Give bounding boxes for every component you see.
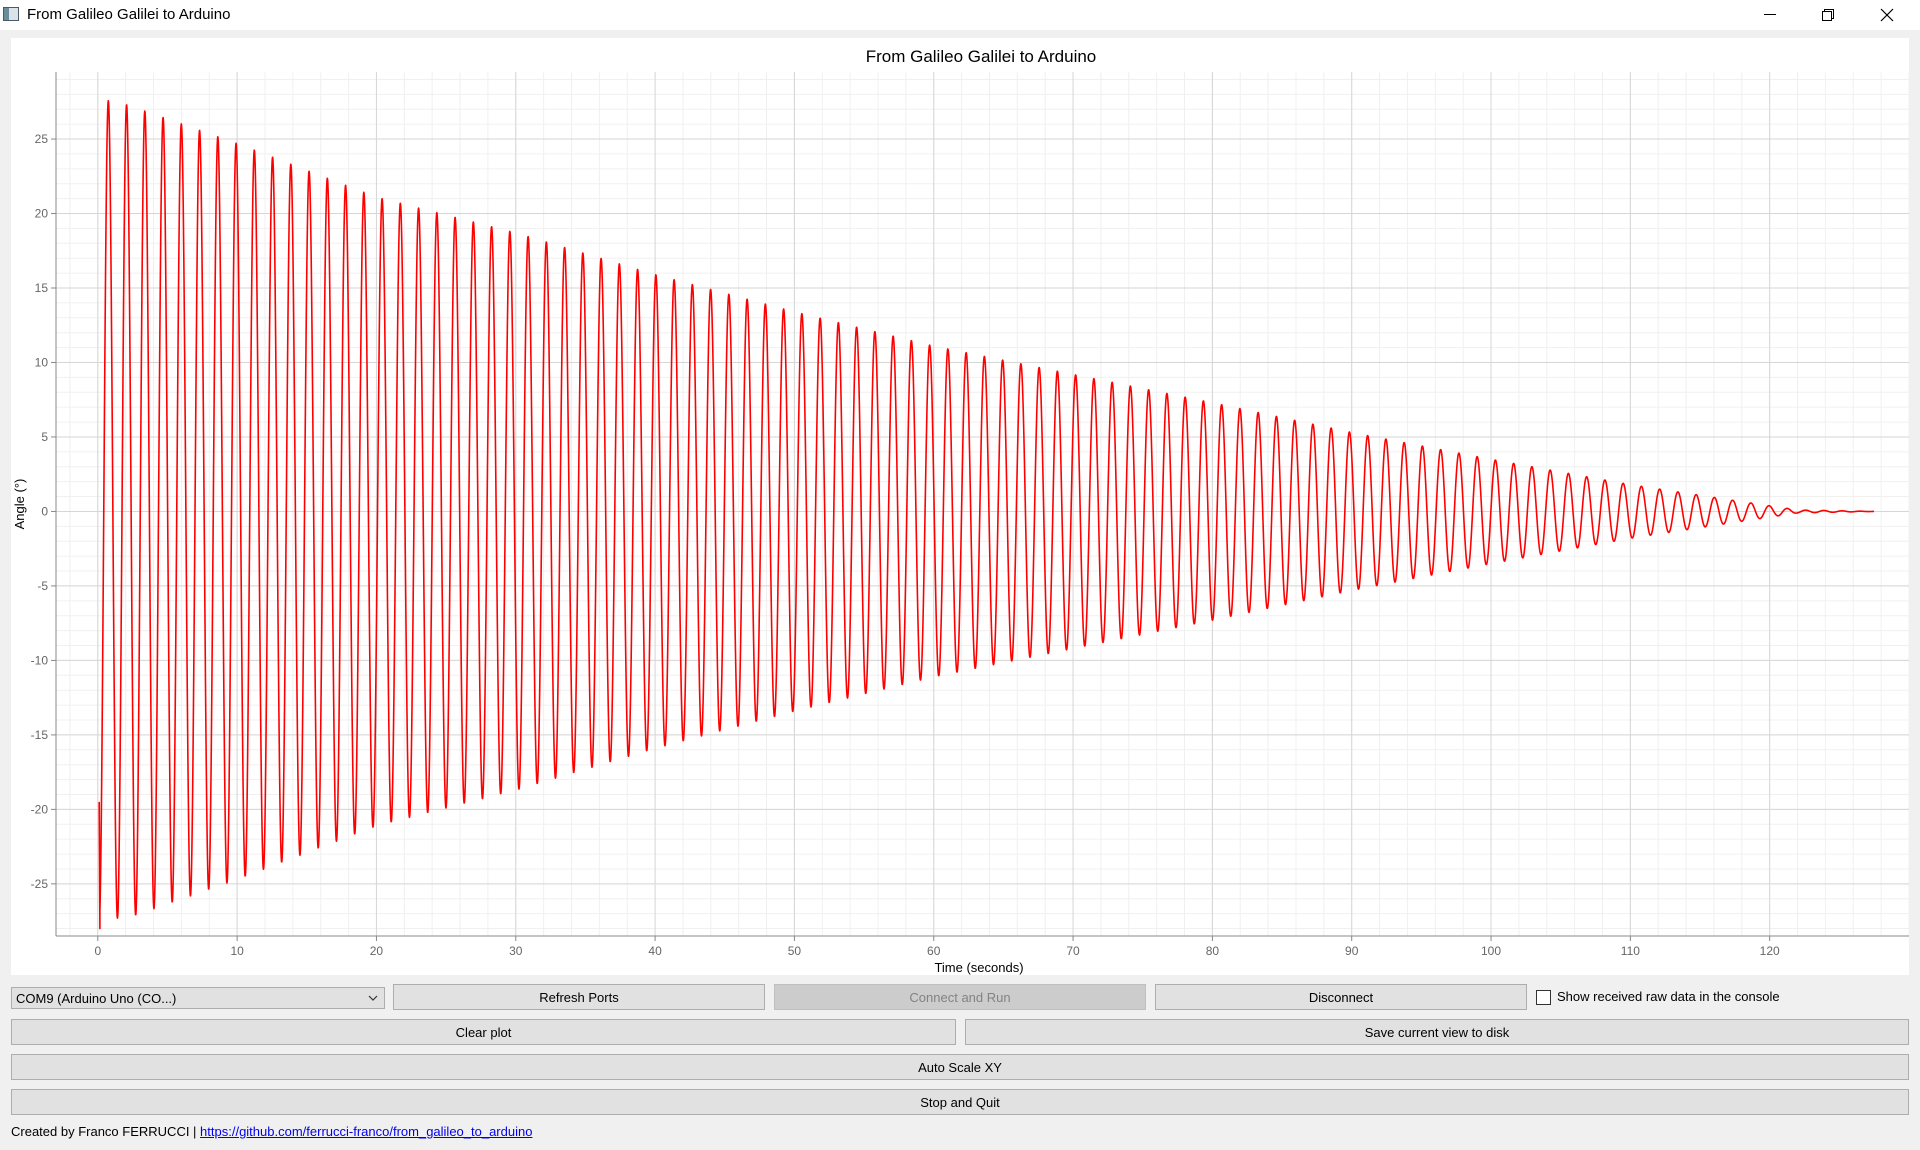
refresh-ports-button[interactable]: Refresh Ports (393, 984, 765, 1010)
show-raw-data-label: Show received raw data in the console (1557, 989, 1780, 1004)
angle-time-chart[interactable]: 0 10 20 30 40 50 60 70 80 90 100 110 120-25-20-15-10… (11, 38, 1909, 975)
axes (51, 72, 1909, 941)
x-tick-label: 20 (370, 944, 384, 958)
major-grid (56, 72, 1909, 936)
footer-credit: Created by Franco FERRUCCI | (11, 1124, 201, 1139)
chart-title: From Galileo Galilei to Arduino (866, 47, 1097, 66)
x-tick-label: 100 (1481, 944, 1501, 958)
y-tick-label: 0 (41, 504, 48, 518)
y-tick-label: -25 (31, 877, 49, 891)
restore-icon (1822, 9, 1834, 21)
x-tick-label: 110 (1621, 944, 1640, 958)
save-view-button[interactable]: Save current view to disk (965, 1019, 1909, 1045)
tick-labels: 0 10 20 30 40 50 60 70 80 90 100 110 120-25-20-15-10… (31, 132, 1780, 958)
series-line (98, 100, 1875, 930)
x-tick-label: 30 (509, 944, 523, 958)
close-icon (1880, 8, 1894, 22)
window-titlebar: From Galileo Galilei to Arduino (0, 0, 1920, 30)
x-tick-label: 0 (94, 944, 101, 958)
connect-run-button[interactable]: Connect and Run (774, 984, 1146, 1010)
auto-scale-button[interactable]: Auto Scale XY (11, 1054, 1909, 1080)
minor-grid (56, 72, 1909, 936)
x-tick-label: 90 (1345, 944, 1359, 958)
footer: Created by Franco FERRUCCI | https://git… (11, 1124, 532, 1139)
x-tick-label: 120 (1760, 944, 1780, 958)
chevron-down-icon (368, 995, 378, 1001)
app-icon (3, 7, 19, 21)
y-tick-label: -5 (37, 579, 48, 593)
x-tick-label: 10 (230, 944, 244, 958)
github-link[interactable]: https://github.com/ferrucci-franco/from_… (200, 1124, 533, 1139)
port-select-value: COM9 (Arduino Uno (CO...) (16, 991, 177, 1006)
y-tick-label: -20 (31, 802, 49, 816)
clear-plot-button[interactable]: Clear plot (11, 1019, 956, 1045)
plot-area[interactable]: 0 10 20 30 40 50 60 70 80 90 100 110 120 -25 -20 -15 -10… (11, 38, 1909, 975)
y-tick-label: 20 (35, 207, 49, 221)
stop-quit-button[interactable]: Stop and Quit (11, 1089, 1909, 1115)
y-tick-label: -15 (31, 728, 49, 742)
x-tick-label: 80 (1206, 944, 1220, 958)
window-title: From Galileo Galilei to Arduino (27, 6, 231, 23)
x-axis-label: Time (seconds) (934, 960, 1023, 975)
y-tick-label: 5 (41, 430, 48, 444)
disconnect-button[interactable]: Disconnect (1155, 984, 1527, 1010)
y-tick-label: -10 (31, 653, 49, 667)
x-tick-label: 40 (648, 944, 662, 958)
x-tick-label: 50 (788, 944, 802, 958)
minimize-icon (1764, 14, 1776, 15)
y-axis-label: Angle (°) (12, 479, 27, 530)
y-tick-label: 10 (35, 355, 49, 369)
port-select[interactable]: COM9 (Arduino Uno (CO...) (11, 987, 385, 1009)
x-tick-label: 60 (927, 944, 941, 958)
restore-button[interactable] (1799, 0, 1857, 30)
show-raw-data-checkbox[interactable] (1536, 990, 1551, 1005)
close-button[interactable] (1858, 0, 1916, 30)
y-tick-label: 25 (35, 132, 49, 146)
minimize-button[interactable] (1741, 0, 1799, 30)
x-tick-label: 70 (1066, 944, 1080, 958)
y-tick-label: 15 (35, 281, 49, 295)
